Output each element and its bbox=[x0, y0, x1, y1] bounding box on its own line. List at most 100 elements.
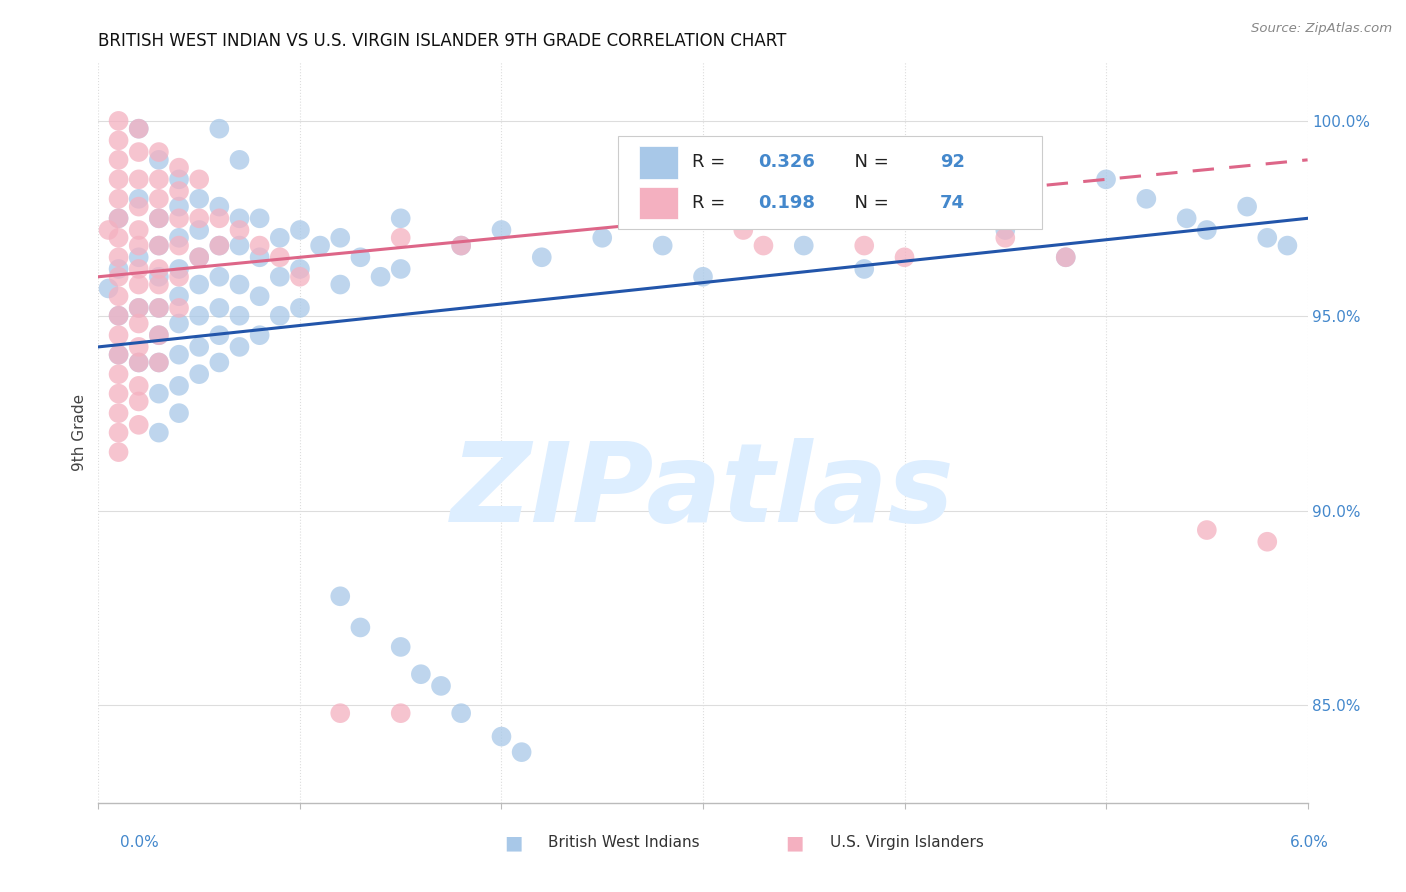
Point bbox=[107, 172, 129, 186]
Point bbox=[329, 231, 352, 245]
Point bbox=[148, 301, 170, 315]
Point bbox=[208, 238, 231, 252]
Point bbox=[188, 250, 211, 264]
Point bbox=[934, 211, 956, 226]
Point bbox=[107, 348, 129, 362]
Point bbox=[148, 172, 170, 186]
Point bbox=[208, 328, 231, 343]
Point bbox=[269, 231, 291, 245]
Point bbox=[128, 355, 150, 369]
Point bbox=[389, 706, 412, 721]
Point bbox=[128, 262, 150, 277]
Text: Source: ZipAtlas.com: Source: ZipAtlas.com bbox=[1251, 22, 1392, 36]
Point bbox=[128, 250, 150, 264]
Point bbox=[167, 211, 190, 226]
Point bbox=[269, 250, 291, 264]
Point bbox=[107, 114, 129, 128]
Y-axis label: 9th Grade: 9th Grade bbox=[72, 394, 87, 471]
Point bbox=[167, 231, 190, 245]
Point bbox=[148, 277, 170, 292]
Point bbox=[994, 223, 1017, 237]
Point bbox=[167, 348, 190, 362]
Point bbox=[409, 667, 432, 681]
Point bbox=[128, 238, 150, 252]
Text: 74: 74 bbox=[941, 194, 965, 212]
Point bbox=[1256, 534, 1278, 549]
Point bbox=[188, 367, 211, 381]
Point bbox=[167, 262, 190, 277]
Point bbox=[228, 309, 250, 323]
Point bbox=[128, 379, 150, 393]
Point bbox=[228, 238, 250, 252]
Point bbox=[530, 250, 553, 264]
Point bbox=[148, 328, 170, 343]
Point bbox=[167, 289, 190, 303]
Point bbox=[288, 269, 311, 284]
Point bbox=[793, 238, 815, 252]
Point bbox=[249, 250, 271, 264]
Point bbox=[651, 238, 673, 252]
Text: U.S. Virgin Islanders: U.S. Virgin Islanders bbox=[830, 836, 983, 850]
Point bbox=[188, 277, 211, 292]
Point bbox=[148, 145, 170, 159]
Point bbox=[1095, 172, 1118, 186]
Point bbox=[128, 223, 150, 237]
Text: ZIPatlas: ZIPatlas bbox=[451, 438, 955, 545]
Point bbox=[167, 172, 190, 186]
Point bbox=[491, 730, 513, 744]
Point bbox=[148, 301, 170, 315]
Text: ■: ■ bbox=[503, 833, 523, 853]
Point bbox=[97, 223, 120, 237]
Point bbox=[107, 367, 129, 381]
Point bbox=[148, 238, 170, 252]
Point bbox=[228, 340, 250, 354]
Point bbox=[692, 269, 714, 284]
Point bbox=[128, 301, 150, 315]
Point bbox=[934, 200, 956, 214]
Point bbox=[107, 425, 129, 440]
Point bbox=[349, 620, 371, 634]
Point bbox=[107, 289, 129, 303]
Point bbox=[148, 425, 170, 440]
Point bbox=[389, 231, 412, 245]
Point bbox=[228, 277, 250, 292]
Point bbox=[591, 231, 613, 245]
Point bbox=[349, 250, 371, 264]
Point bbox=[389, 640, 412, 654]
Point bbox=[228, 211, 250, 226]
Point bbox=[107, 309, 129, 323]
Point bbox=[249, 328, 271, 343]
Point bbox=[167, 406, 190, 420]
Point bbox=[148, 355, 170, 369]
Text: 0.0%: 0.0% bbox=[120, 836, 159, 850]
Point bbox=[128, 355, 150, 369]
Point bbox=[309, 238, 332, 252]
Point bbox=[128, 277, 150, 292]
Point bbox=[188, 340, 211, 354]
Text: 92: 92 bbox=[941, 153, 965, 171]
Point bbox=[107, 269, 129, 284]
Point bbox=[208, 211, 231, 226]
Point bbox=[148, 192, 170, 206]
Point bbox=[167, 317, 190, 331]
Point bbox=[208, 301, 231, 315]
Point bbox=[1054, 250, 1077, 264]
Point bbox=[148, 386, 170, 401]
Point bbox=[128, 121, 150, 136]
Point bbox=[1195, 523, 1218, 537]
Point bbox=[107, 445, 129, 459]
Point bbox=[389, 262, 412, 277]
Point bbox=[208, 238, 231, 252]
Point bbox=[228, 153, 250, 167]
Text: British West Indians: British West Indians bbox=[548, 836, 700, 850]
Text: N =: N = bbox=[844, 194, 894, 212]
FancyBboxPatch shape bbox=[638, 186, 678, 219]
Point bbox=[450, 238, 472, 252]
Point bbox=[450, 238, 472, 252]
Point bbox=[208, 269, 231, 284]
Point bbox=[107, 211, 129, 226]
Point bbox=[249, 211, 271, 226]
Point bbox=[167, 301, 190, 315]
Point bbox=[107, 153, 129, 167]
Point bbox=[288, 301, 311, 315]
